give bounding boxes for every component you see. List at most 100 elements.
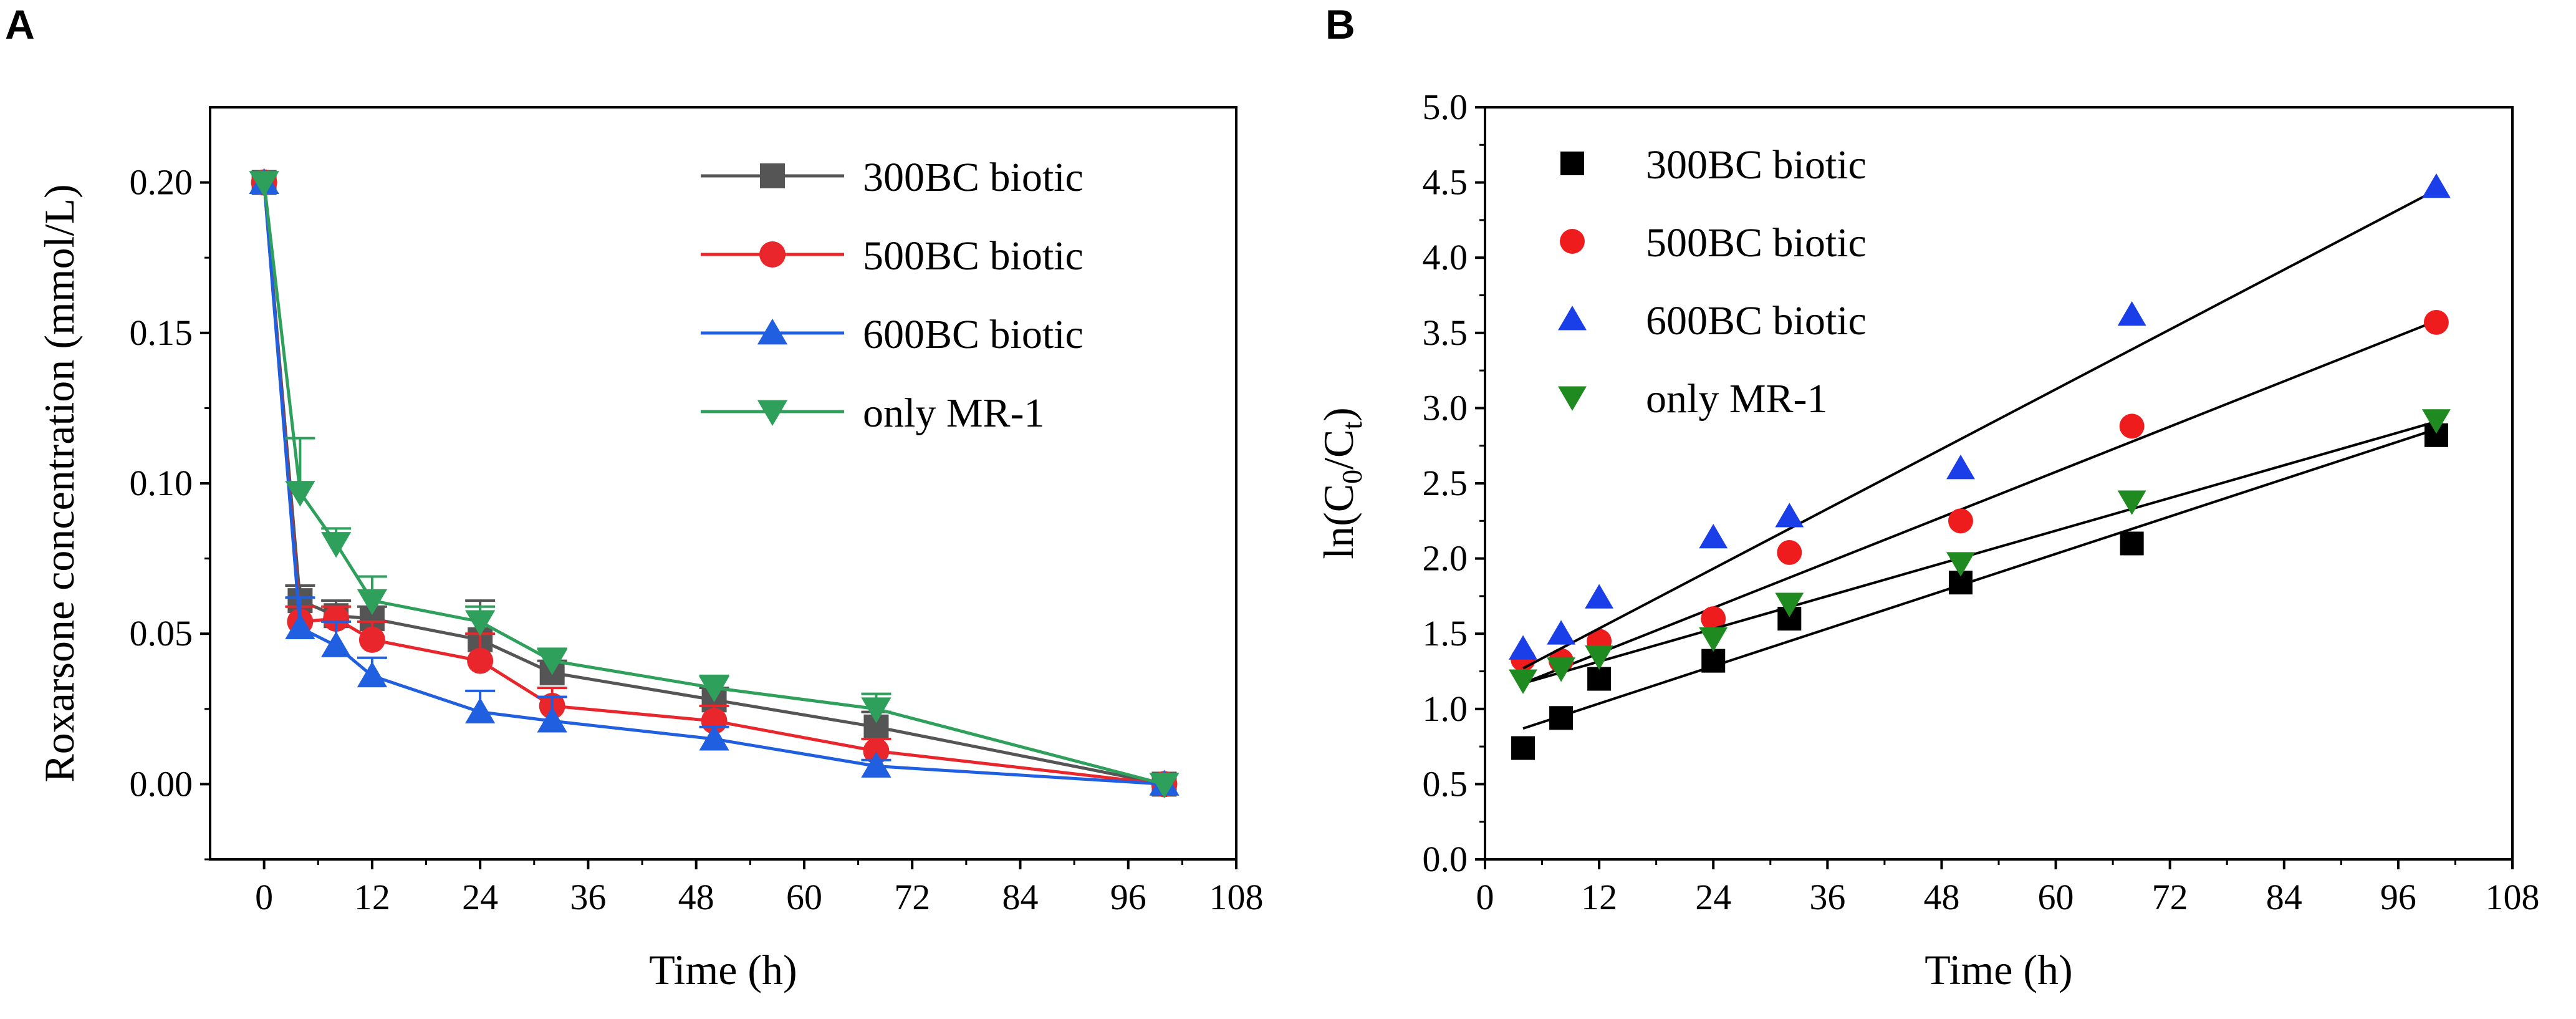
legend-marker bbox=[1558, 306, 1587, 331]
data-point bbox=[2117, 301, 2146, 326]
fit-line bbox=[1522, 420, 2437, 685]
panel-a-chart: 0 12 24 36 48 60 72 84 96 108 0.00 0.05 0.10 0.15 0.20… bbox=[36, 106, 1264, 993]
data-point bbox=[537, 649, 567, 675]
x-axis-label: Time (h) bbox=[1925, 946, 2072, 993]
series-3 bbox=[1509, 173, 2451, 670]
x-tick-label: 72 bbox=[894, 877, 930, 917]
legend-label: 300BC biotic bbox=[863, 155, 1084, 200]
data-point bbox=[320, 631, 352, 657]
data-point bbox=[465, 610, 496, 636]
y-tick-label: 3.0 bbox=[1423, 387, 1468, 428]
y-tick-label: 0.0 bbox=[1423, 839, 1468, 879]
y-axis-label-subscript: 0 bbox=[1336, 470, 1368, 484]
legend-marker bbox=[757, 319, 788, 345]
legend-marker bbox=[757, 400, 788, 426]
data-point bbox=[699, 676, 729, 703]
x-tick-label: 48 bbox=[678, 877, 714, 917]
data-point bbox=[2423, 309, 2449, 335]
x-tick-label: 96 bbox=[2380, 877, 2416, 917]
series-2 bbox=[1511, 309, 2449, 685]
legend-marker bbox=[759, 241, 786, 268]
panel-b-chart: 0 12 24 36 48 60 72 84 96 108 0.0 0.5 1.0 1.5 2.0 2.5 3.… bbox=[1315, 87, 2540, 993]
legend-label: 500BC biotic bbox=[1646, 220, 1867, 266]
data-point bbox=[1948, 508, 1973, 534]
data-point bbox=[1946, 455, 1975, 480]
legend-label: 300BC biotic bbox=[1646, 142, 1867, 188]
x-tick-label: 0 bbox=[1476, 877, 1494, 917]
data-point bbox=[2421, 173, 2451, 198]
panel-b-label: B bbox=[1325, 1, 1355, 47]
x-tick-label: 0 bbox=[255, 877, 273, 917]
data-point bbox=[1775, 503, 1804, 528]
x-tick-label: 12 bbox=[1581, 877, 1617, 917]
data-point bbox=[467, 647, 494, 674]
legend-label: only MR-1 bbox=[1646, 376, 1828, 422]
data-point bbox=[1547, 620, 1576, 645]
panel-a-label: A bbox=[5, 1, 35, 47]
x-tick-label: 84 bbox=[2266, 877, 2302, 917]
series-1 bbox=[1511, 423, 2448, 760]
y-axis-label: Roxarsone concentration (mmol/L) bbox=[36, 184, 83, 782]
data-point bbox=[861, 751, 892, 778]
x-tick-label: 12 bbox=[354, 877, 390, 917]
data-point bbox=[2117, 490, 2146, 515]
y-axis-label-subscript: t bbox=[1336, 422, 1368, 430]
data-point bbox=[1587, 667, 1612, 691]
x-tick-label: 72 bbox=[2152, 877, 2188, 917]
fit-line bbox=[1522, 428, 2437, 730]
x-tick-label: 48 bbox=[1923, 877, 1959, 917]
legend-label: 600BC biotic bbox=[863, 312, 1084, 357]
data-point bbox=[465, 697, 496, 724]
y-tick-label: 4.0 bbox=[1423, 237, 1468, 278]
data-point bbox=[1547, 657, 1576, 682]
data-point bbox=[1509, 669, 1537, 694]
data-point bbox=[323, 606, 350, 632]
fit-line bbox=[1522, 319, 2437, 685]
legend-marker bbox=[760, 163, 785, 188]
data-point bbox=[861, 697, 892, 723]
data-point bbox=[358, 626, 385, 653]
x-tick-label: 108 bbox=[2486, 877, 2540, 917]
data-point bbox=[1549, 706, 1574, 730]
x-tick-label: 60 bbox=[2038, 877, 2074, 917]
x-tick-label: 24 bbox=[462, 877, 498, 917]
x-tick-label: 84 bbox=[1002, 877, 1038, 917]
data-point bbox=[1701, 606, 1726, 632]
x-axis-label: Time (h) bbox=[649, 946, 797, 993]
y-tick-label: 0.10 bbox=[130, 463, 193, 503]
data-point bbox=[2119, 413, 2145, 439]
y-axis-label-part: ln(C bbox=[1315, 484, 1362, 559]
panel-b-plot-frame bbox=[1484, 106, 2514, 861]
y-tick-label: 2.5 bbox=[1423, 463, 1468, 503]
data-point bbox=[1149, 773, 1180, 799]
legend-marker bbox=[1560, 152, 1584, 175]
data-point bbox=[1585, 584, 1614, 609]
x-tick-label: 36 bbox=[570, 877, 606, 917]
data-point bbox=[1777, 540, 1802, 565]
data-point bbox=[1585, 645, 1614, 670]
y-axis-label-part: /C bbox=[1315, 430, 1362, 470]
legend-marker bbox=[1560, 229, 1585, 254]
x-tick-label: 60 bbox=[786, 877, 822, 917]
data-point bbox=[2120, 531, 2144, 556]
y-tick-label: 0.00 bbox=[130, 763, 193, 804]
legend-label: 600BC biotic bbox=[1646, 298, 1867, 344]
y-tick-label: 4.5 bbox=[1423, 162, 1468, 203]
data-point bbox=[2421, 409, 2451, 434]
y-tick-label: 2.0 bbox=[1423, 538, 1468, 579]
data-point bbox=[357, 589, 388, 616]
y-tick-label: 0.05 bbox=[130, 613, 193, 654]
data-point bbox=[1775, 592, 1804, 617]
y-tick-label: 0.15 bbox=[130, 312, 193, 353]
data-point bbox=[1511, 736, 1536, 760]
data-point bbox=[1699, 523, 1728, 549]
data-point bbox=[357, 661, 388, 688]
y-axis-label: ln(C0/Ct) bbox=[1315, 407, 1368, 559]
data-point bbox=[285, 481, 315, 507]
legend-marker bbox=[1558, 386, 1587, 411]
series-4 bbox=[249, 171, 1180, 799]
y-tick-label: 0.20 bbox=[130, 162, 193, 203]
y-tick-label: 5.0 bbox=[1423, 87, 1468, 127]
y-tick-label: 1.0 bbox=[1423, 688, 1468, 729]
